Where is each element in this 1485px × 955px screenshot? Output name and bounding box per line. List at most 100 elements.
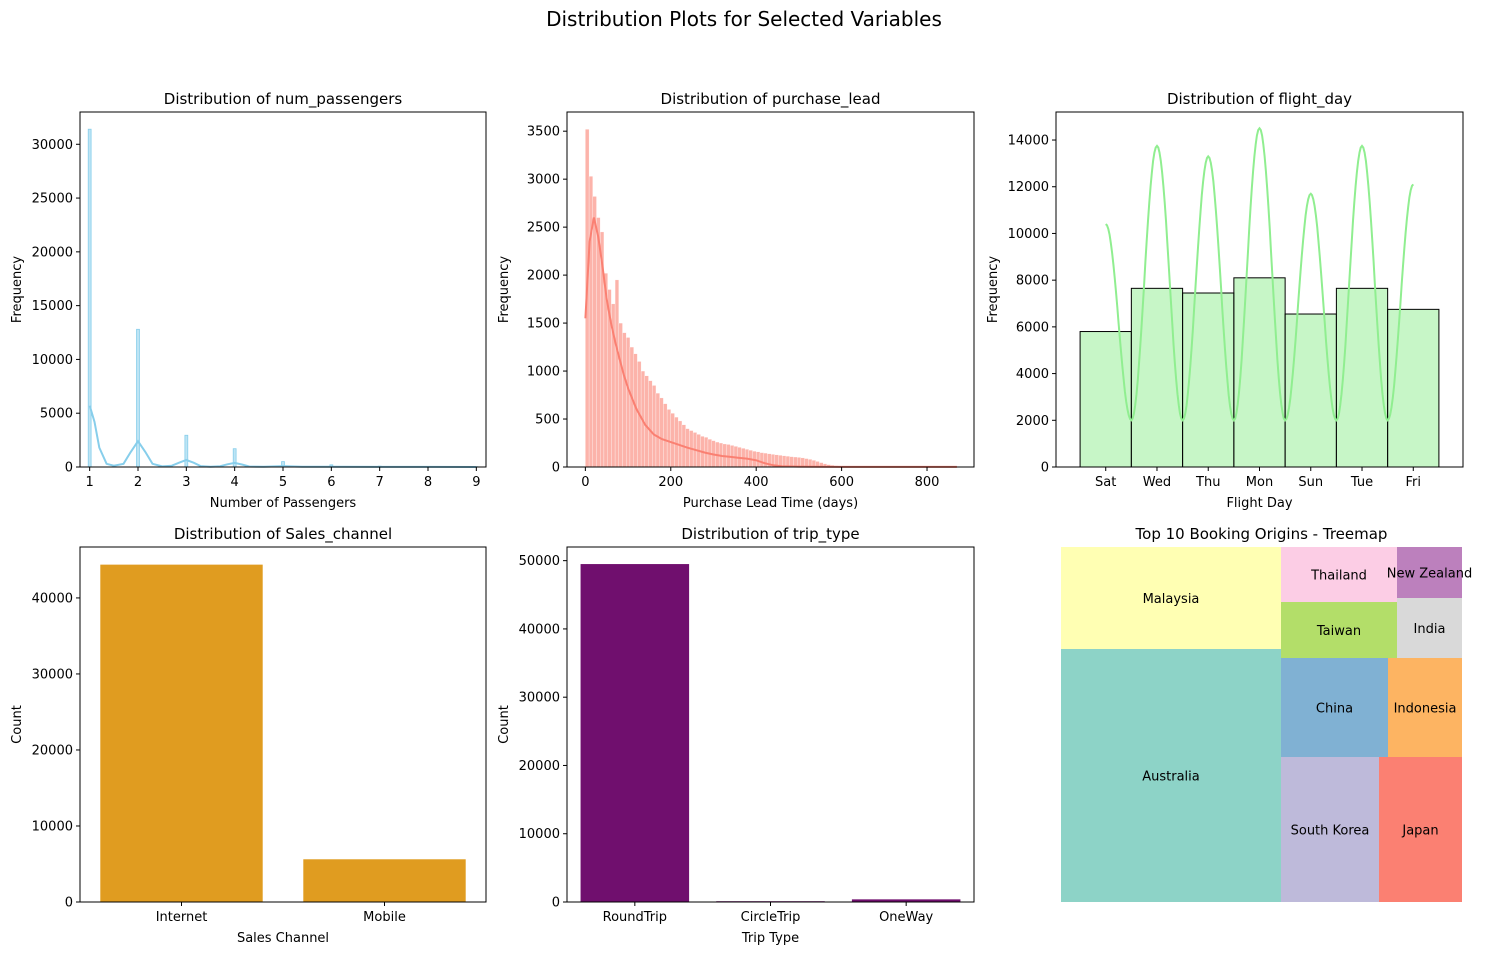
histogram-bar [136,328,140,468]
chart-title: Distribution of purchase_lead [661,90,881,109]
y-tick-label: 30000 [32,667,73,682]
chart-title: Top 10 Booking Origins - Treemap [1135,525,1388,543]
x-axis-label: Sales Channel [237,931,329,946]
y-axis-label: Count [10,705,25,744]
axes-frame [566,111,975,468]
treemap-tile [1388,658,1462,757]
histogram-bar [629,346,634,468]
y-tick-label: 3000 [527,173,560,188]
histogram-bar [592,196,597,468]
x-tick-label: OneWay [879,910,933,925]
chart-flight-day: Sat Wed Thu Mon Sun Tue Fri 0 2000 4000 6000 8000 10… [986,90,1464,511]
histogram-bar [622,332,627,468]
x-axis-label: Flight Day [1226,496,1292,511]
x-tick-label: 200 [658,475,683,490]
histogram-bar [796,457,802,468]
x-tick-label: 9 [472,475,480,490]
figure-suptitle: Distribution Plots for Selected Variable… [546,7,942,31]
chart-num-passengers: 1 2 3 4 5 6 7 8 9 0 5000 10000 15000 20000 25000 30000 D… [10,90,487,511]
x-tick-label: Sun [1298,475,1323,490]
x-tick-label: RoundTrip [603,910,667,925]
histogram-bar [1130,287,1184,468]
kde-line [1105,126,1415,422]
histogram-bar [674,416,679,468]
treemap-label: Indonesia [1394,702,1457,717]
y-tick-label: 30000 [32,138,73,153]
y-tick-label: 20000 [32,743,73,758]
histogram-bar [596,217,601,468]
chart-title: Distribution of Sales_channel [174,525,392,544]
histogram-bar [614,279,619,468]
x-tick-label: CircleTrip [741,910,801,925]
treemap-label: Japan [1401,824,1438,839]
histogram-bar [756,451,761,468]
bar [303,859,466,902]
histogram-bar [232,448,237,468]
y-tick-label: 10000 [519,827,560,842]
y-tick-label: 10000 [32,353,73,368]
chart-sales-channel: Internet Mobile 0 10000 20000 30000 40000 Distr… [10,525,487,946]
histogram-bar [87,128,92,468]
x-tick-label: 800 [915,475,940,490]
y-tick-label: 25000 [32,192,73,207]
y-tick-label: 10000 [1008,227,1049,242]
axes-frame [1055,111,1464,468]
histogram-bar [659,397,664,468]
chart-booking-origins-treemap: Top 10 Booking Origins - Treemap Australi… [1061,525,1472,902]
x-axis-label: Trip Type [741,931,799,946]
x-tick-label: Internet [156,910,208,925]
x-tick-label: Fri [1406,475,1422,490]
x-tick-label: 1 [86,475,94,490]
x-tick-label: 2 [134,475,142,490]
chart-title: Distribution of num_passengers [164,90,403,109]
x-tick-label: 8 [424,475,432,490]
x-tick-label: 7 [376,475,384,490]
y-tick-label: 2000 [527,269,560,284]
y-axis-label: Frequency [497,256,512,323]
y-tick-label: 2000 [1016,414,1049,429]
treemap-tile [1061,649,1281,902]
y-tick-label: 500 [535,413,560,428]
histogram-bar [663,403,668,468]
x-tick-label: 6 [327,475,335,490]
y-tick-label: 1000 [527,365,560,380]
histogram-bar [1284,313,1337,468]
bar [100,564,263,902]
x-axis-label: Number of Passengers [210,496,357,511]
histogram-bar [759,452,764,468]
histogram-bar [1079,331,1132,468]
y-tick-label: 15000 [32,299,73,314]
x-tick-label: 4 [231,475,239,490]
histogram-bar [655,392,660,468]
axes-frame [79,546,487,903]
y-tick-label: 4000 [1016,367,1049,382]
histogram-bar [648,380,653,468]
y-axis-label: Count [497,705,512,744]
x-tick-label: 5 [279,475,287,490]
x-tick-label: Sat [1095,475,1116,490]
y-tick-label: 0 [552,896,560,911]
y-tick-label: 12000 [1008,180,1049,195]
x-tick-label: Mobile [363,910,406,925]
y-tick-label: 0 [552,461,560,476]
histogram-bar [1335,287,1389,468]
chart-purchase-lead: 0 200 400 600 800 0 500 1000 1500 2000 2500 3000 350… [497,90,975,511]
bar [851,899,961,902]
y-tick-label: 20000 [519,759,560,774]
histogram-bar [670,413,675,468]
chart-trip-type: RoundTrip CircleTrip OneWay 0 10000 20000 3000… [497,525,975,946]
y-tick-label: 10000 [32,819,73,834]
histogram-bar [626,337,631,468]
treemap-tile [1281,757,1379,902]
kde-line [584,217,957,468]
x-tick-label: 3 [182,475,190,490]
treemap-label: Taiwan [1316,624,1361,639]
treemap-tile [1397,598,1462,658]
y-tick-label: 50000 [519,554,560,569]
treemap-label: Malaysia [1143,592,1200,607]
y-tick-label: 40000 [519,622,560,637]
histogram-bar [644,375,649,468]
x-tick-label: Mon [1246,475,1273,490]
treemap-label: India [1414,622,1446,637]
